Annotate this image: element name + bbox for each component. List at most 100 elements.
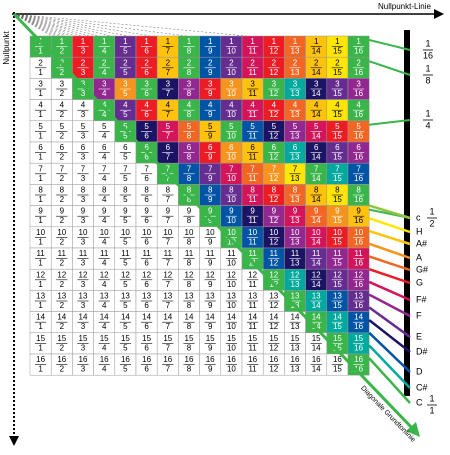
denominator: 4 — [102, 174, 107, 183]
denominator: 5 — [123, 280, 128, 289]
numerator: 4 — [102, 101, 107, 110]
denominator: 11 — [248, 47, 257, 56]
numerator: 16 — [57, 355, 66, 364]
numerator: 2 — [123, 58, 128, 67]
numerator: 3 — [293, 80, 298, 89]
numerator: 16 — [354, 355, 363, 364]
note-label: C# — [416, 382, 428, 392]
numerator: 11 — [121, 249, 130, 258]
numerator: 14 — [121, 313, 130, 322]
zero-line-arrow — [434, 9, 444, 19]
numerator: 11 — [270, 249, 279, 258]
denominator: 5 — [123, 174, 128, 183]
note-label: H — [416, 226, 423, 236]
denominator: 9 — [208, 195, 213, 204]
numerator: 15 — [185, 334, 194, 343]
note-line — [368, 319, 411, 353]
denominator: 13 — [291, 68, 300, 77]
denominator: 3 — [81, 343, 86, 352]
numerator: 9 — [123, 207, 128, 216]
denominator: 16 — [354, 280, 363, 289]
denominator: 3 — [81, 47, 86, 56]
numerator: 4 — [144, 101, 149, 110]
numerator: 15 — [354, 334, 363, 343]
denominator: 6 — [144, 216, 149, 225]
denominator: 16 — [354, 131, 363, 140]
denominator: 10 — [227, 110, 236, 119]
denominator: 13 — [291, 259, 300, 268]
denominator: 15 — [333, 195, 342, 204]
denominator: 7 — [166, 89, 171, 98]
denominator: 12 — [269, 174, 278, 183]
numerator: 5 — [250, 122, 255, 131]
numerator: 16 — [121, 355, 130, 364]
numerator: 7 — [293, 164, 298, 173]
numerator: 9 — [38, 207, 43, 216]
numerator: 10 — [269, 228, 278, 237]
denominator: 5 — [123, 153, 128, 162]
note-line — [368, 306, 411, 339]
numerator: 6 — [356, 143, 361, 152]
denominator: 10 — [227, 195, 236, 204]
numerator: 5 — [229, 122, 234, 131]
origin-label: Nullpunkt — [2, 31, 11, 65]
denominator: 10 — [227, 89, 236, 98]
numerator: 8 — [335, 186, 340, 195]
octave-den: 8 — [425, 75, 430, 85]
denominator: 9 — [208, 280, 213, 289]
numerator: 3 — [60, 80, 65, 89]
denominator: 3 — [81, 153, 86, 162]
numerator: 5 — [187, 122, 192, 131]
numerator: 11 — [36, 249, 45, 258]
numerator: 12 — [354, 270, 363, 279]
denominator: 9 — [208, 301, 213, 310]
denominator: 16 — [354, 237, 363, 246]
denominator: 1 — [38, 195, 43, 204]
numerator: 8 — [229, 186, 234, 195]
numerator: 6 — [272, 143, 277, 152]
denominator: 6 — [144, 365, 149, 374]
denominator: 16 — [354, 47, 363, 56]
numerator: 5 — [38, 122, 43, 131]
denominator: 15 — [333, 365, 342, 374]
numerator: 1 — [229, 37, 234, 46]
note-label: E — [416, 331, 422, 341]
numerator: 5 — [314, 122, 319, 131]
note-label: A — [416, 252, 422, 262]
octave-line — [368, 39, 411, 51]
numerator: 4 — [356, 101, 361, 110]
denominator: 10 — [227, 365, 236, 374]
denominator: 15 — [333, 322, 342, 331]
numerator: 13 — [354, 292, 363, 301]
numerator: 6 — [208, 143, 213, 152]
numerator: 12 — [57, 270, 66, 279]
numerator: 11 — [354, 249, 363, 258]
denominator: 7 — [166, 259, 171, 268]
denominator: 14 — [312, 216, 321, 225]
denominator: 5 — [123, 131, 128, 140]
note-label: D — [416, 366, 423, 376]
numerator: 1 — [208, 37, 213, 46]
denominator: 8 — [187, 259, 192, 268]
denominator: 2 — [60, 259, 65, 268]
numerator: 7 — [356, 164, 361, 173]
note-label: C — [416, 397, 423, 407]
denominator: 7 — [166, 216, 171, 225]
denominator: 7 — [166, 174, 171, 183]
denominator: 3 — [81, 237, 86, 246]
denominator: 14 — [312, 365, 321, 374]
denominator: 14 — [312, 68, 321, 77]
numerator: 6 — [38, 143, 43, 152]
numerator: 7 — [102, 164, 107, 173]
denominator: 16 — [354, 174, 363, 183]
numerator: 6 — [335, 143, 340, 152]
denominator: 16 — [354, 343, 363, 352]
numerator: 15 — [291, 334, 300, 343]
denominator: 16 — [354, 216, 363, 225]
numerator: 11 — [333, 249, 342, 258]
denominator: 14 — [312, 237, 321, 246]
numerator: 13 — [312, 292, 321, 301]
denominator: 14 — [312, 89, 321, 98]
denominator: 4 — [102, 301, 107, 310]
denominator: 2 — [60, 47, 65, 56]
